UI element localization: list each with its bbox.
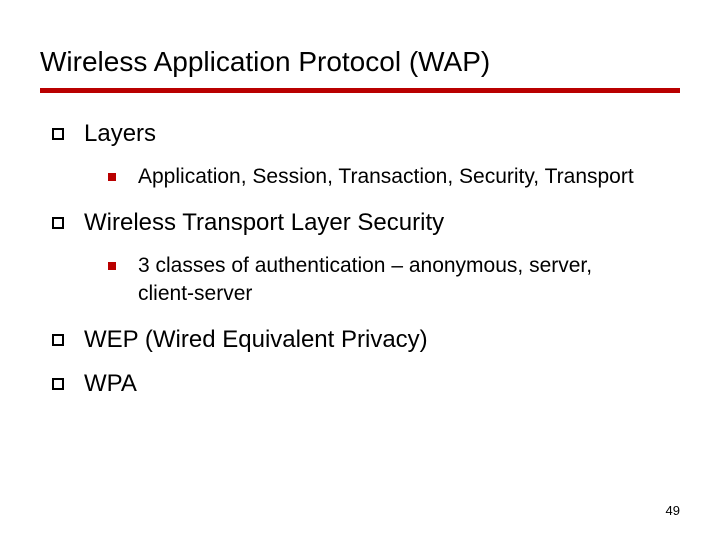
list-item: WPA — [52, 369, 680, 399]
title-rule — [40, 88, 680, 93]
hollow-square-icon — [52, 128, 64, 140]
filled-square-icon — [108, 173, 116, 181]
list-item-label: WPA — [84, 369, 137, 399]
filled-square-icon — [108, 262, 116, 270]
list-subitem-label: 3 classes of authentication – anonymous,… — [138, 252, 638, 307]
content-body: Layers Application, Session, Transaction… — [40, 119, 680, 399]
list-item: Wireless Transport Layer Security — [52, 208, 680, 238]
list-item-label: Layers — [84, 119, 156, 149]
hollow-square-icon — [52, 378, 64, 390]
hollow-square-icon — [52, 217, 64, 229]
list-subitem: 3 classes of authentication – anonymous,… — [108, 252, 680, 307]
list-subitem: Application, Session, Transaction, Secur… — [108, 163, 680, 190]
page-number: 49 — [666, 503, 680, 518]
hollow-square-icon — [52, 334, 64, 346]
slide-title: Wireless Application Protocol (WAP) — [40, 46, 680, 78]
list-item: Layers — [52, 119, 680, 149]
list-subitem-label: Application, Session, Transaction, Secur… — [138, 163, 634, 190]
list-item-label: Wireless Transport Layer Security — [84, 208, 444, 238]
list-item-label: WEP (Wired Equivalent Privacy) — [84, 325, 428, 355]
list-item: WEP (Wired Equivalent Privacy) — [52, 325, 680, 355]
slide: Wireless Application Protocol (WAP) Laye… — [0, 0, 720, 540]
